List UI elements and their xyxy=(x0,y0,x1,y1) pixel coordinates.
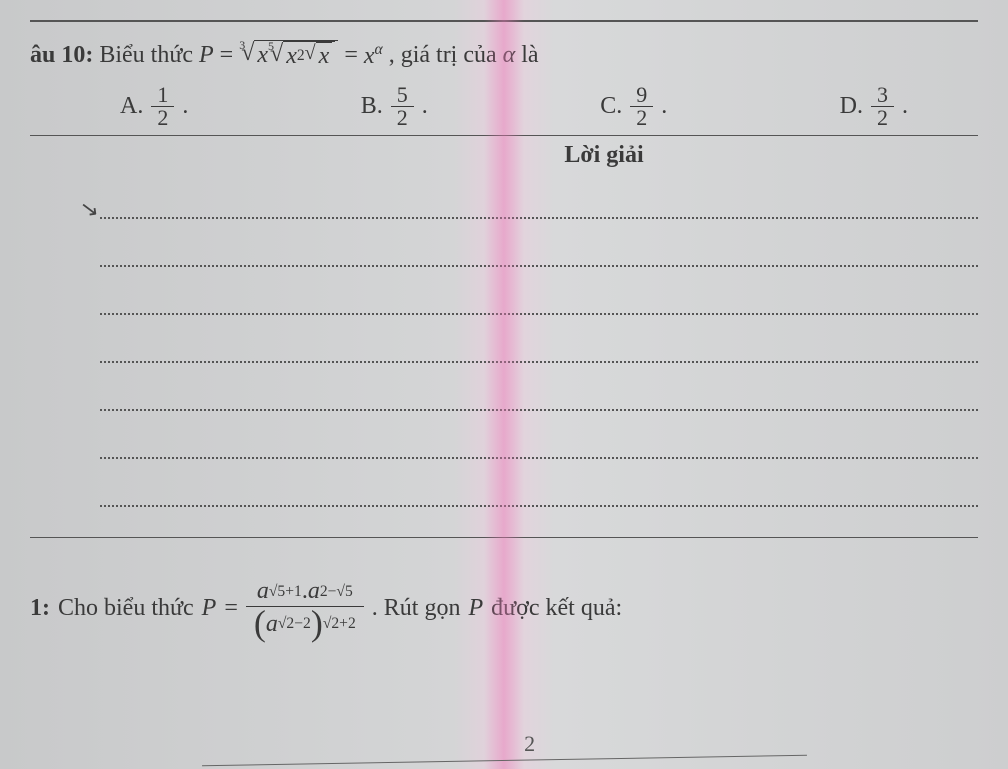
fifth-root: 5 √ x2 √ x xyxy=(268,41,335,70)
sqrt-body: x xyxy=(316,42,333,70)
radical-sign-3: √ xyxy=(305,42,316,65)
option-d-den: 2 xyxy=(871,107,894,129)
option-a-den: 2 xyxy=(151,107,174,129)
q10-var: P xyxy=(199,42,214,69)
q1-label: 1: xyxy=(30,595,50,622)
x-sq-base: x xyxy=(286,43,297,70)
den-a: a xyxy=(266,611,278,637)
num-a1: a xyxy=(257,578,269,604)
paren-left: ( xyxy=(254,609,266,638)
option-b-den: 2 xyxy=(391,107,414,129)
q10-la: là xyxy=(521,42,538,69)
q10-eq2: = xyxy=(344,42,358,69)
rule-1 xyxy=(30,135,978,136)
page-number: 2 xyxy=(524,731,535,757)
option-c-dot: . xyxy=(661,93,667,120)
option-a-label: A. xyxy=(120,93,143,120)
solution-heading: Lời giải xyxy=(30,142,978,169)
q10-rhs: xα xyxy=(364,41,383,70)
bottom-rule-1 xyxy=(202,755,807,767)
option-d-num: 3 xyxy=(871,84,894,107)
q10-suffix: , giá trị của xyxy=(389,42,497,69)
dotted-line xyxy=(100,179,978,219)
q10-alpha: α xyxy=(503,42,516,69)
rhs-exp: α xyxy=(375,41,383,58)
option-d-dot: . xyxy=(902,93,908,120)
dotted-line xyxy=(100,371,978,411)
den-inner-exp: √2−2 xyxy=(278,615,311,632)
top-rule xyxy=(30,20,978,22)
x-sq-exp: 2 xyxy=(297,47,305,65)
rhs-base: x xyxy=(364,43,375,69)
q1-prefix: Cho biểu thức xyxy=(58,595,194,622)
option-c[interactable]: C. 9 2 . xyxy=(600,84,667,129)
option-c-frac: 9 2 xyxy=(630,84,653,129)
x-inner: x xyxy=(319,43,330,70)
option-d-frac: 3 2 xyxy=(871,84,894,129)
sqrt: √ x xyxy=(305,42,333,70)
q1-fraction: a√5+1 . a2−√5 ( a√2−2 )√2+2 xyxy=(246,576,364,640)
option-d[interactable]: D. 3 2 . xyxy=(840,84,908,129)
option-c-label: C. xyxy=(600,93,622,120)
num-e1: √5+1 xyxy=(269,583,302,600)
option-a-frac: 1 2 xyxy=(151,84,174,129)
q10-label: âu 10: xyxy=(30,42,93,69)
option-b-frac: 5 2 xyxy=(391,84,414,129)
dotted-line xyxy=(100,275,978,315)
q10-eq1: = xyxy=(220,42,234,69)
option-a[interactable]: A. 1 2 . xyxy=(120,84,188,129)
option-b-dot: . xyxy=(422,93,428,120)
q1-eq: = xyxy=(224,595,238,622)
option-d-label: D. xyxy=(840,93,863,120)
option-b-num: 5 xyxy=(391,84,414,107)
q1-numerator: a√5+1 . a2−√5 xyxy=(249,576,361,606)
num-a2: a xyxy=(308,578,320,604)
cube-root: 3 √ x 5 √ x2 √ x xyxy=(239,40,338,70)
radical-sign: √ xyxy=(241,40,254,67)
den-outer-exp: √2+2 xyxy=(323,615,356,632)
dotted-line xyxy=(100,323,978,363)
answer-lines xyxy=(30,179,978,507)
cube-root-body: x 5 √ x2 √ x xyxy=(254,40,338,70)
paren-right: ) xyxy=(311,609,323,638)
hand-mark: ↘ xyxy=(78,195,100,223)
radical-sign-2: √ xyxy=(270,41,283,68)
dotted-line xyxy=(100,419,978,459)
q1-pvar: P xyxy=(468,595,483,622)
question-1: 1: Cho biểu thức P = a√5+1 . a2−√5 ( a√2… xyxy=(30,576,978,640)
fifth-root-body: x2 √ x xyxy=(283,41,335,70)
dotted-line xyxy=(100,227,978,267)
q10-options: A. 1 2 . B. 5 2 . C. 9 2 . D. 3 2 . xyxy=(30,84,978,129)
option-c-num: 9 xyxy=(630,84,653,107)
dotted-line xyxy=(100,467,978,507)
q1-denominator: ( a√2−2 )√2+2 xyxy=(246,607,364,640)
question-10: âu 10: Biểu thức P = 3 √ x 5 √ x2 √ x xyxy=(30,40,978,70)
x-outer: x xyxy=(257,42,268,69)
rule-2 xyxy=(30,537,978,538)
option-a-dot: . xyxy=(182,93,188,120)
bottom-rules xyxy=(202,760,807,765)
q10-prefix: Biểu thức xyxy=(99,42,193,69)
num-e2: 2−√5 xyxy=(320,583,353,600)
option-b[interactable]: B. 5 2 . xyxy=(361,84,428,129)
option-c-den: 2 xyxy=(630,107,653,129)
q1-var: P xyxy=(202,595,217,622)
q1-suffix: . Rút gọn xyxy=(372,595,461,622)
q1-tail: được kết quả: xyxy=(491,595,622,622)
option-b-label: B. xyxy=(361,93,383,120)
option-a-num: 1 xyxy=(151,84,174,107)
